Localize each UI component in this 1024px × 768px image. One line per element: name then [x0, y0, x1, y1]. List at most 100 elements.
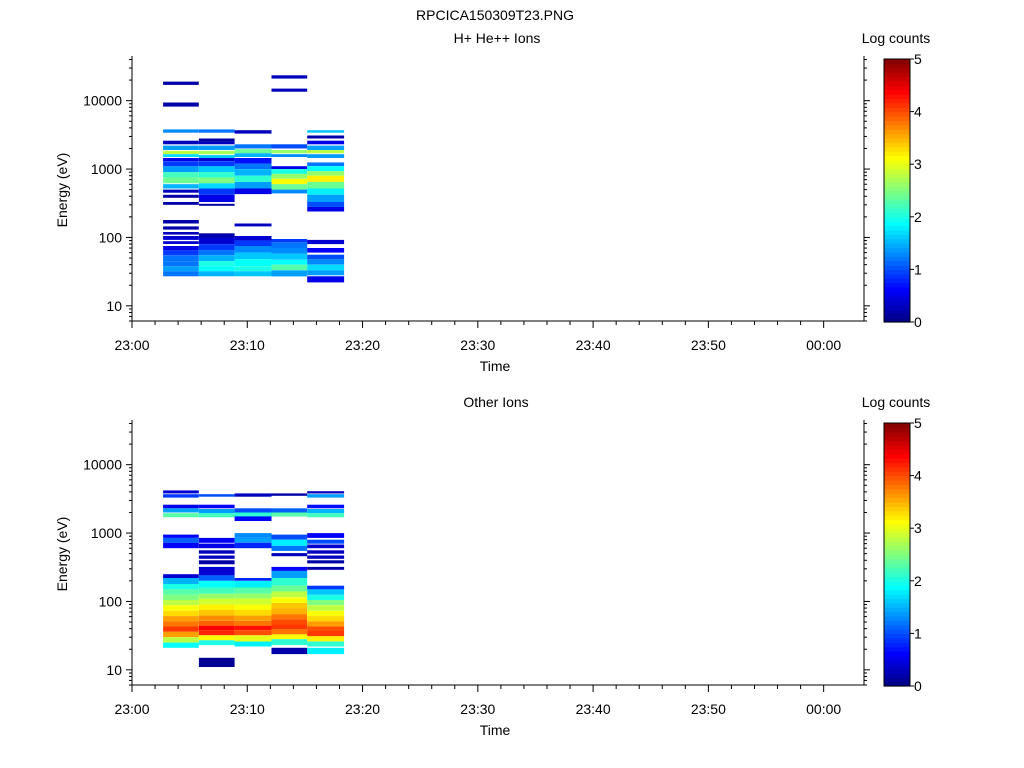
x-tick-label: 00:00: [806, 337, 841, 353]
colorbar-swatch: [884, 212, 910, 218]
spectrogram-cell: [307, 188, 345, 195]
spectrogram-cell: [198, 203, 235, 206]
figure-title: RPCICA150309T23.PNG: [416, 7, 574, 23]
spectrogram-cell: [307, 248, 345, 253]
spectrogram-cell: [163, 189, 199, 193]
colorbar-swatch: [884, 124, 910, 130]
colorbar-swatch: [884, 278, 910, 284]
colorbar-tick-label: 4: [914, 104, 922, 120]
spectrogram-cell: [198, 172, 235, 178]
colorbar-tick-label: 2: [914, 209, 922, 225]
colorbar-swatch: [884, 203, 910, 209]
colorbar-swatch: [884, 142, 910, 148]
colorbar-swatch: [884, 256, 910, 262]
colorbar-swatch: [884, 317, 910, 323]
spectrogram-cell: [163, 166, 199, 173]
colorbar-swatch: [884, 85, 910, 91]
colorbar-swatch: [884, 286, 910, 292]
colorbar-swatch: [884, 177, 910, 183]
spectrogram-cell: [307, 145, 345, 150]
spectrogram-cell: [234, 153, 272, 157]
colorbar-swatch: [884, 146, 910, 152]
spectrogram-cell: [271, 178, 308, 185]
spectrogram-cell: [234, 144, 272, 149]
spectrogram-cell: [163, 154, 199, 157]
spectrogram-cell: [163, 129, 199, 133]
colorbar-swatch: [884, 260, 910, 266]
spectrogram-cell: [271, 248, 308, 254]
x-tick-label: 23:00: [114, 337, 149, 353]
panel2-xlabel: Time: [479, 722, 511, 738]
spectrogram-cell: [271, 169, 308, 174]
spectrogram-cell: [234, 259, 272, 267]
colorbar-swatch: [884, 129, 910, 135]
spectrogram-cell: [271, 88, 308, 92]
spectrogram-cell: [234, 188, 272, 195]
spectrogram-cell: [198, 194, 235, 202]
x-tick-label: 23:40: [576, 337, 611, 353]
spectrogram-cell: [234, 252, 272, 260]
spectrogram-cell: [163, 161, 199, 167]
spectrogram-cell: [307, 130, 345, 133]
spectrogram-cell: [307, 181, 345, 189]
spectrogram-cell: [234, 181, 272, 189]
x-tick-label: 23:20: [345, 337, 380, 353]
panel1-colorbar-label: Log counts: [861, 30, 931, 46]
spectrogram-cell: [307, 202, 345, 207]
colorbar-swatch: [884, 273, 910, 279]
colorbar-swatch: [884, 89, 910, 95]
spectrogram-cell: [307, 270, 345, 276]
colorbar-swatch: [884, 63, 910, 69]
spectrogram-cell: [234, 130, 272, 134]
spectrogram-cell: [198, 141, 235, 145]
colorbar-frame: [883, 58, 911, 323]
spectrogram-cell: [307, 175, 345, 182]
colorbar-swatch: [884, 120, 910, 126]
spectrogram-cell: [163, 172, 199, 178]
spectrogram-cell: [163, 220, 199, 224]
colorbar-swatch: [884, 304, 910, 310]
spectrogram-cell: [198, 271, 235, 277]
colorbar-swatch: [884, 243, 910, 249]
colorbar-swatch: [884, 216, 910, 222]
spectrogram-cell: [307, 135, 345, 139]
spectrogram-cell: [163, 250, 199, 256]
spectrogram-cell: [198, 158, 235, 162]
y-tick-label: 100: [99, 229, 123, 245]
x-tick-label: 23:30: [460, 337, 495, 353]
spectrogram-cell: [234, 149, 272, 154]
panel1-colorbar: 0 1 2 3 4 5: [883, 51, 922, 330]
spectrogram-cell: [271, 189, 308, 194]
spectrogram-cell: [307, 150, 345, 154]
colorbar-swatch: [884, 94, 910, 100]
spectrogram-cell: [198, 145, 235, 150]
spectrogram-cell: [234, 236, 272, 241]
spectrogram-cell: [234, 266, 272, 272]
spectrogram-cell: [307, 206, 345, 212]
y-tick-label: 10000: [83, 93, 122, 109]
spectrogram-cell: [234, 175, 272, 182]
spectrogram-cell: [163, 261, 199, 267]
spectrogram-cell: [271, 173, 308, 179]
spectrogram-cell: [163, 177, 199, 184]
panel1-cells: [163, 75, 345, 283]
spectrogram-cell: [234, 246, 272, 253]
colorbar-swatch: [884, 225, 910, 231]
colorbar-swatch: [884, 115, 910, 121]
colorbar-swatch: [884, 291, 910, 297]
spectrogram-cell: [198, 255, 235, 262]
colorbar-swatch: [884, 151, 910, 157]
spectrogram-cell: [163, 232, 199, 235]
panel2-title: Other Ions: [463, 394, 529, 410]
colorbar-swatch: [884, 251, 910, 257]
colorbar-swatch: [884, 137, 910, 143]
colorbar-swatch: [884, 234, 910, 240]
spectrogram-cell: [163, 158, 199, 162]
spectrogram-cell: [307, 162, 345, 167]
colorbar-swatch: [884, 238, 910, 244]
spectrogram-cell: [198, 261, 235, 267]
colorbar-swatch: [884, 295, 910, 301]
spectrogram-cell: [271, 270, 308, 277]
spectrogram-cell: [163, 236, 199, 240]
